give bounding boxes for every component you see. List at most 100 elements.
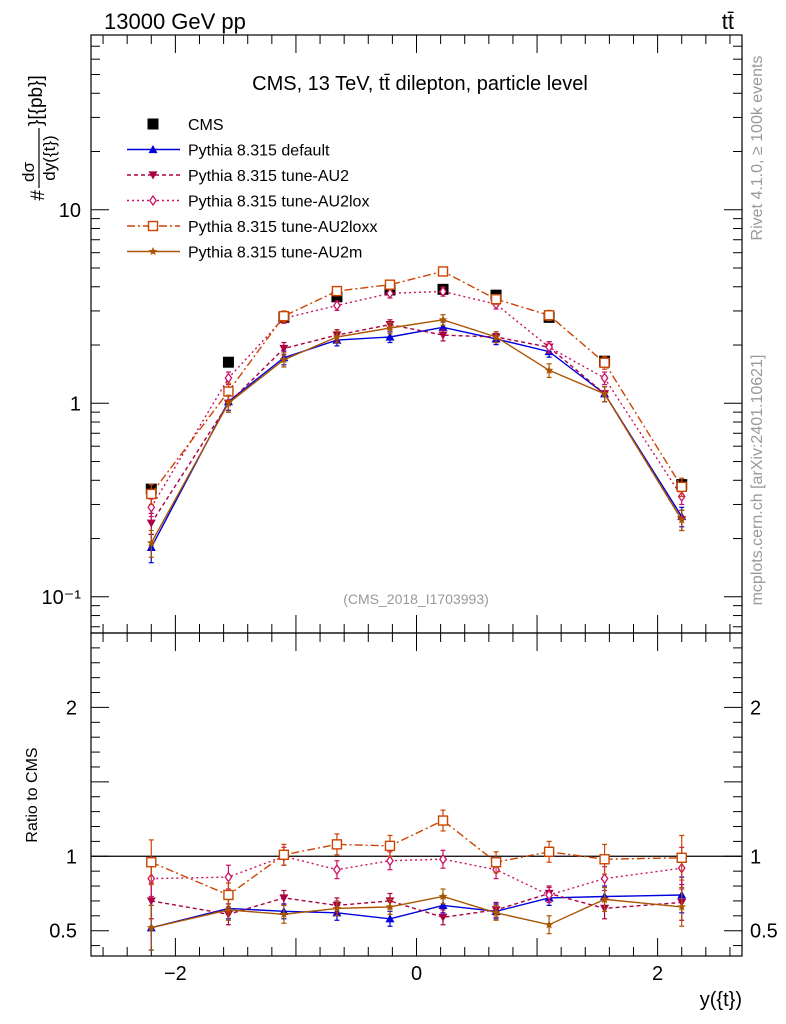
legend-label: CMS: [188, 117, 224, 134]
data-point: [147, 923, 156, 932]
main-y-tick-label: 10⁻¹: [42, 587, 82, 609]
data-point: [438, 892, 448, 901]
legend-marker: [148, 145, 158, 154]
data-point: [438, 900, 448, 909]
series-line: [151, 819, 682, 896]
ratio-y-tick-label-right: 1: [750, 846, 761, 868]
y-label-denominator: dy({t}): [40, 135, 59, 180]
series-line: [150, 290, 683, 508]
ratio-y-tick-label-left: 0.5: [49, 921, 77, 943]
data-point: [385, 902, 395, 911]
data-point: [224, 372, 233, 384]
header-left: 13000 GeV pp: [104, 9, 246, 34]
data-point: [332, 864, 341, 876]
legend-entry: Pythia 8.315 tune-AU2m: [127, 245, 362, 262]
data-point: [490, 294, 502, 305]
data-point: [600, 872, 609, 885]
legend-marker: [147, 118, 159, 130]
x-tick-label: 0: [411, 963, 422, 985]
x-tick-label: 2: [652, 963, 663, 985]
x-axis-label: y({t}): [700, 989, 742, 1011]
data-point: [599, 357, 610, 368]
ratio-y-tick-label-right: 0.5: [750, 921, 778, 943]
data-point: [384, 279, 396, 290]
data-point: [438, 322, 448, 331]
data-point: [439, 285, 447, 298]
ratio-y-tick-label-right: 2: [750, 697, 761, 719]
data-point: [386, 855, 394, 867]
data-point: [545, 889, 554, 901]
data-point: [385, 914, 395, 923]
data-point: [599, 854, 610, 865]
data-point: [385, 332, 395, 341]
series-group: [145, 266, 688, 951]
legend-entry: Pythia 8.315 default: [127, 143, 330, 160]
series-line: [150, 326, 683, 548]
data-point: [279, 909, 289, 918]
data-point: [332, 903, 342, 912]
data-point: [279, 344, 289, 353]
data-point: [331, 291, 343, 303]
data-point: [600, 389, 609, 398]
analysis-watermark: (CMS_2018_I1703993): [343, 591, 489, 607]
data-point: [331, 839, 343, 850]
y-label-suffix: }[{pb}]: [26, 75, 47, 126]
data-point: [332, 299, 341, 312]
series-line: [151, 892, 682, 919]
data-point: [386, 287, 394, 299]
series-line: [150, 323, 683, 524]
x-tick-label: −2: [164, 963, 187, 985]
data-point: [278, 849, 290, 860]
mcplots-url-text: mcplots.cern.ch [arXiv:2401.10621]: [749, 355, 766, 606]
legend-marker: [148, 247, 158, 256]
legend-label: Pythia 8.315 tune-AU2loxx: [188, 219, 377, 236]
data-point: [545, 341, 554, 353]
legend: CMS Pythia 8.315 default Pythia 8.315 tune…: [127, 117, 377, 262]
chart-title: CMS, 13 TeV, tt̄ dilepton, particle leve…: [252, 73, 588, 95]
data-point: [600, 894, 609, 904]
data-point: [677, 515, 686, 524]
ratio-y-tick-label-left: 1: [66, 846, 77, 868]
main-y-tick-label: 1: [70, 393, 81, 415]
data-point: [490, 857, 502, 868]
series-line: [151, 855, 682, 896]
legend-entry: Pythia 8.315 tune-AU2lox: [127, 194, 369, 211]
rivet-version-text: Rivet 4.1.0, ≥ 100k events: [749, 56, 766, 241]
series-line: [150, 319, 683, 544]
series-pythia-8-315-tune-au2loxx: [146, 809, 687, 908]
data-point: [146, 897, 156, 906]
data-point: [278, 310, 290, 322]
data-point: [279, 894, 289, 903]
data-point: [146, 488, 157, 500]
data-point: [600, 372, 609, 384]
data-point: [224, 398, 233, 407]
legend-entry: CMS: [147, 117, 224, 134]
series-pythia-8-315-tune-au2: [146, 319, 687, 536]
legend-marker: [149, 194, 157, 207]
data-point: [491, 332, 501, 341]
main-y-tick-label: 10: [59, 200, 81, 222]
data-point: [146, 519, 156, 528]
data-point: [224, 905, 233, 914]
legend-label: Pythia 8.315 tune-AU2lox: [188, 194, 369, 211]
data-point: [146, 857, 157, 868]
data-point: [438, 331, 448, 340]
data-point: [437, 266, 449, 277]
data-point: [279, 355, 289, 364]
main-y-axis-label: # dσ dy({t}) }[{pb}]: [19, 75, 59, 200]
data-point: [223, 889, 234, 901]
data-point: [437, 815, 449, 826]
ratio-y-tick-label-left: 2: [66, 697, 77, 719]
data-point: [331, 285, 343, 297]
header-right: tt̄: [722, 9, 734, 34]
data-point: [544, 365, 554, 374]
data-point: [438, 913, 448, 922]
data-point: [385, 323, 395, 332]
legend-label: Pythia 8.315 tune-AU2m: [188, 245, 362, 262]
data-point: [677, 902, 686, 911]
legend-entry: Pythia 8.315 tune-AU2: [127, 168, 349, 185]
series-line: [150, 270, 683, 495]
ratio-y-axis-label: Ratio to CMS: [24, 747, 41, 842]
series-line: [151, 895, 682, 929]
